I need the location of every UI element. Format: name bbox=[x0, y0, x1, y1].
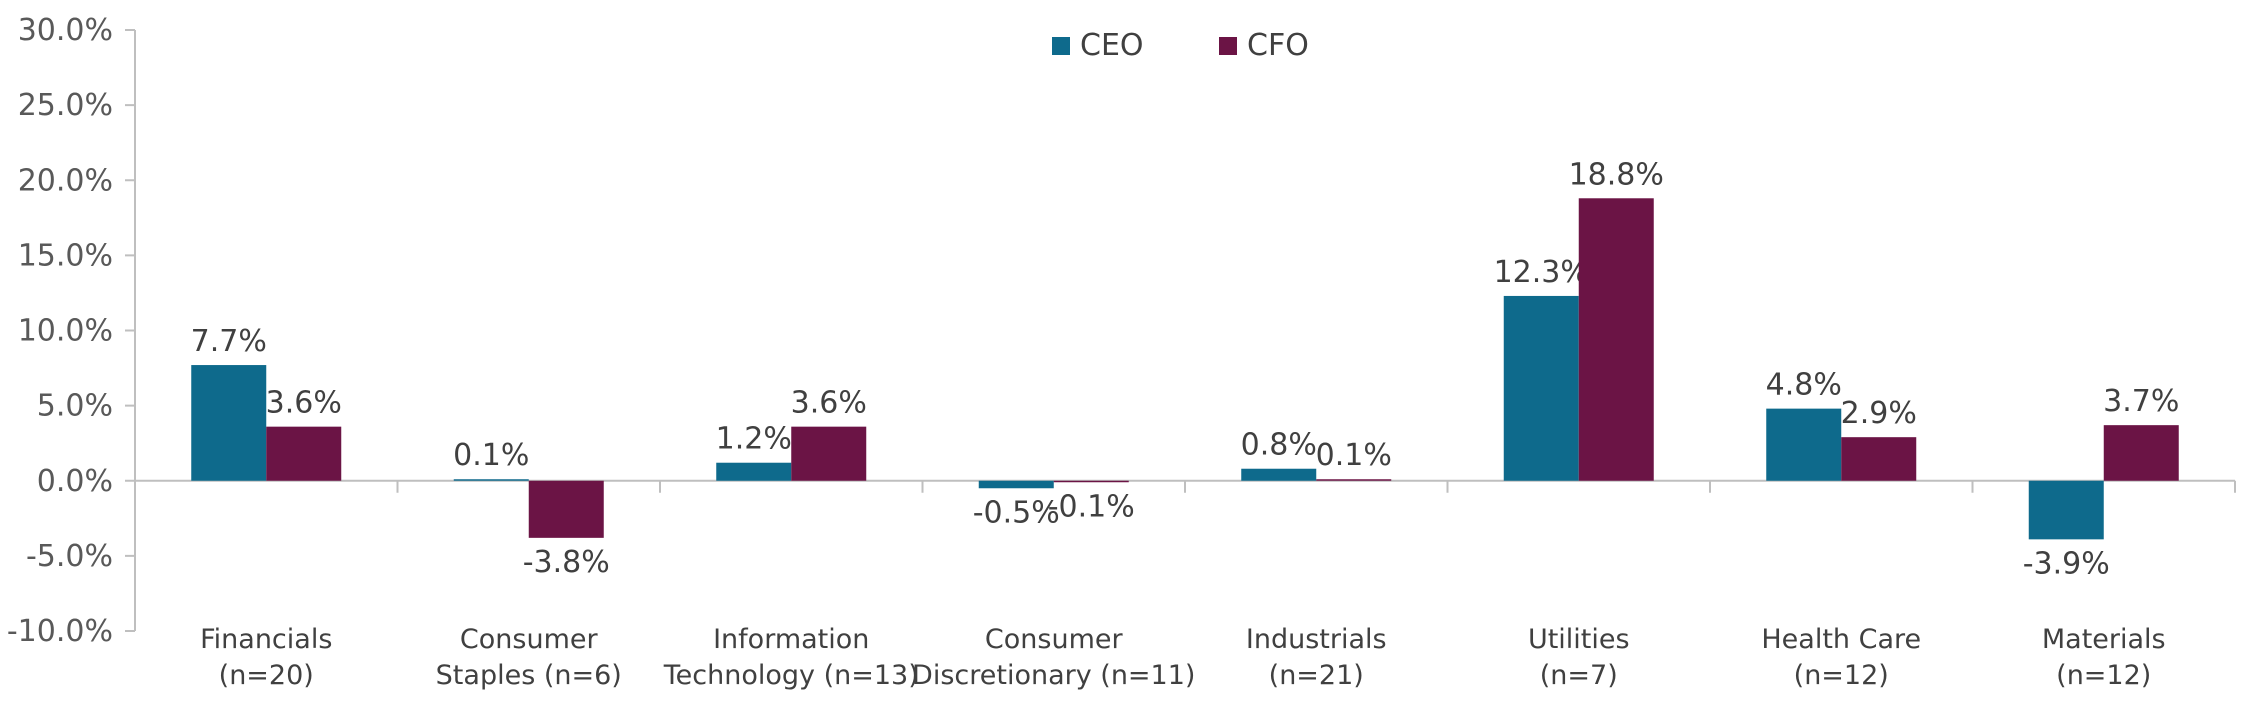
category-label: Utilities bbox=[1528, 624, 1630, 655]
category-label: Consumer bbox=[985, 624, 1124, 655]
category-label: Discretionary (n=11) bbox=[912, 660, 1195, 691]
category-label: (n=12) bbox=[1794, 660, 1889, 691]
bar-cfo bbox=[528, 480, 604, 538]
category-label: Consumer bbox=[460, 624, 599, 655]
category-label: Information bbox=[713, 624, 869, 655]
bar-cfo bbox=[266, 426, 342, 481]
data-label-cfo: 0.1% bbox=[1316, 438, 1392, 473]
category-label: Industrials bbox=[1246, 624, 1387, 655]
y-tick-label: -5.0% bbox=[26, 539, 113, 574]
data-label-ceo: 7.7% bbox=[191, 324, 267, 359]
y-tick-label: -10.0% bbox=[7, 614, 113, 649]
data-label-cfo: 2.9% bbox=[1841, 396, 1917, 431]
bar-ceo bbox=[1503, 295, 1579, 481]
data-label-ceo: 0.8% bbox=[1241, 428, 1317, 463]
data-label-cfo: 3.6% bbox=[791, 386, 867, 421]
bar-cfo bbox=[1053, 480, 1129, 483]
category-label: (n=7) bbox=[1540, 660, 1618, 691]
category-label: (n=12) bbox=[2056, 660, 2151, 691]
legend-label-ceo: CEO bbox=[1080, 28, 1144, 63]
y-tick-label: 0.0% bbox=[37, 464, 113, 499]
legend-swatch-cfo bbox=[1219, 37, 1237, 55]
y-tick-label: 30.0% bbox=[18, 13, 113, 48]
legend-label-cfo: CFO bbox=[1247, 28, 1309, 63]
data-label-cfo: -3.8% bbox=[523, 545, 610, 580]
data-label-ceo: 4.8% bbox=[1766, 368, 1842, 403]
category-label: Financials bbox=[200, 624, 332, 655]
bar-ceo bbox=[716, 462, 792, 481]
y-tick-label: 25.0% bbox=[18, 88, 113, 123]
category-label: Technology (n=13) bbox=[663, 660, 919, 691]
category-label: (n=20) bbox=[219, 660, 314, 691]
data-label-ceo: 0.1% bbox=[453, 438, 529, 473]
y-tick-label: 20.0% bbox=[18, 163, 113, 198]
data-label-ceo: 12.3% bbox=[1494, 255, 1589, 290]
data-label-cfo: 18.8% bbox=[1569, 157, 1664, 192]
data-label-cfo: 3.6% bbox=[266, 386, 342, 421]
data-label-ceo: -3.9% bbox=[2023, 546, 2110, 581]
category-label: (n=21) bbox=[1269, 660, 1364, 691]
bar-ceo bbox=[1241, 468, 1317, 481]
bar-ceo bbox=[978, 480, 1054, 489]
legend-swatch-ceo bbox=[1052, 37, 1070, 55]
category-label: Staples (n=6) bbox=[436, 660, 622, 691]
bar-cfo bbox=[2103, 425, 2179, 481]
bar-ceo bbox=[191, 365, 267, 481]
category-label: Health Care bbox=[1761, 624, 1921, 655]
data-label-cfo: 3.7% bbox=[2103, 384, 2179, 419]
bar-cfo bbox=[1841, 437, 1917, 481]
bar-ceo bbox=[2028, 480, 2104, 540]
y-tick-label: 15.0% bbox=[18, 238, 113, 273]
bar-ceo bbox=[1766, 408, 1842, 481]
bar-cfo bbox=[791, 426, 867, 481]
bar-ceo bbox=[453, 479, 529, 481]
bar-cfo bbox=[1316, 479, 1392, 481]
y-tick-label: 10.0% bbox=[18, 314, 113, 349]
y-tick-label: 5.0% bbox=[37, 389, 113, 424]
data-label-cfo: -0.1% bbox=[1048, 489, 1135, 524]
data-label-ceo: 1.2% bbox=[716, 422, 792, 457]
bar-cfo bbox=[1578, 198, 1654, 481]
data-label-ceo: -0.5% bbox=[973, 495, 1060, 530]
category-label: Materials bbox=[2042, 624, 2166, 655]
